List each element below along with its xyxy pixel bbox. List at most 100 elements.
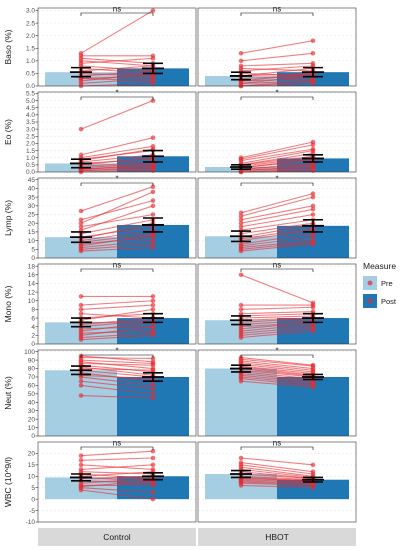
paired-line xyxy=(80,326,154,330)
paired-line xyxy=(240,321,314,330)
point-post xyxy=(310,485,316,491)
paired-line xyxy=(80,480,154,484)
paired-line xyxy=(240,160,314,169)
significance-bracket xyxy=(240,268,314,272)
paired-line xyxy=(80,332,154,339)
paired-line xyxy=(80,317,154,326)
paired-line xyxy=(240,72,314,77)
point-post xyxy=(150,302,156,308)
y-tick-label: 0 xyxy=(31,433,35,440)
paired-line xyxy=(240,373,314,381)
panel-3-0: ns xyxy=(37,261,197,345)
y-axis-label: Neut (%) xyxy=(3,376,13,410)
paired-line xyxy=(80,57,154,64)
paired-line xyxy=(240,368,314,377)
point-pre xyxy=(238,302,244,308)
y-tick-label: 50 xyxy=(28,391,36,398)
paired-line xyxy=(240,62,314,67)
paired-line xyxy=(80,330,154,334)
point-pre xyxy=(78,453,84,459)
paired-line xyxy=(80,471,154,477)
point-post xyxy=(150,135,156,141)
paired-line xyxy=(80,376,154,386)
point-post xyxy=(310,194,316,200)
significance-label: ns xyxy=(113,439,121,448)
point-pre xyxy=(78,302,84,308)
paired-line xyxy=(240,482,314,486)
y-tick-label: 14 xyxy=(28,281,36,288)
legend-title: Measure xyxy=(363,261,396,271)
paired-line xyxy=(80,357,154,359)
point-post xyxy=(310,78,316,84)
paired-line xyxy=(80,247,154,252)
y-tick-label: -10 xyxy=(26,519,36,526)
paired-line xyxy=(240,157,314,167)
paired-line xyxy=(80,313,154,319)
paired-line xyxy=(80,394,154,399)
point-pre xyxy=(78,311,84,317)
point-post xyxy=(310,38,316,44)
paired-line xyxy=(80,366,154,376)
paired-line xyxy=(240,80,314,87)
facet-strip xyxy=(38,528,196,546)
paired-line xyxy=(80,464,154,470)
paired-line xyxy=(80,364,154,373)
panel-border xyxy=(197,263,357,345)
point-pre xyxy=(238,213,244,219)
y-tick-label: 16 xyxy=(28,272,36,279)
y-tick-label: 25 xyxy=(28,212,36,219)
paired-line xyxy=(80,384,154,395)
y-tick-label: 20 xyxy=(28,416,36,423)
paired-line xyxy=(80,321,154,332)
paired-line xyxy=(80,369,154,378)
y-tick-label: 12 xyxy=(28,289,36,296)
paired-line xyxy=(80,226,154,238)
panel-border xyxy=(37,263,197,345)
point-post xyxy=(310,241,316,247)
paired-line xyxy=(80,473,154,480)
y-tick-label: 6 xyxy=(31,315,35,322)
y-tick-label: 18 xyxy=(28,263,36,270)
paired-line xyxy=(240,236,314,247)
point-post xyxy=(150,448,156,454)
paired-line xyxy=(240,466,314,477)
paired-line xyxy=(240,196,314,217)
point-post xyxy=(310,462,316,468)
paired-line xyxy=(240,208,314,224)
paired-line xyxy=(80,359,154,365)
paired-line xyxy=(80,304,154,310)
panel-3-1: ns xyxy=(197,261,357,345)
paired-line xyxy=(240,311,314,315)
paired-line xyxy=(240,222,314,235)
paired-line xyxy=(240,357,314,366)
facet-strip-label: HBOT xyxy=(265,532,289,542)
paired-line xyxy=(80,326,154,336)
significance-bracket xyxy=(80,446,154,450)
point-post xyxy=(150,98,156,103)
paired-line xyxy=(80,148,154,162)
point-post xyxy=(310,191,316,196)
paired-line xyxy=(240,72,314,82)
paired-line xyxy=(240,227,314,240)
panel-border xyxy=(37,91,197,173)
legend: Measure Pre Post xyxy=(363,261,397,308)
point-pre xyxy=(238,335,244,340)
point-pre xyxy=(78,457,84,463)
y-tick-label: 8 xyxy=(31,307,35,314)
paired-line xyxy=(240,65,314,72)
y-tick-label: 2.5 xyxy=(26,20,35,27)
paired-line xyxy=(240,240,314,249)
paired-line xyxy=(80,157,154,166)
point-pre xyxy=(78,462,84,468)
paired-line xyxy=(80,100,154,130)
paired-line xyxy=(240,229,314,242)
point-post xyxy=(150,362,156,368)
paired-line xyxy=(240,144,314,160)
y-tick-label: 4.0 xyxy=(26,112,35,119)
point-post xyxy=(150,496,156,502)
paired-line xyxy=(240,164,314,170)
y-tick-label: 1.5 xyxy=(26,45,35,52)
paired-line xyxy=(80,213,154,228)
